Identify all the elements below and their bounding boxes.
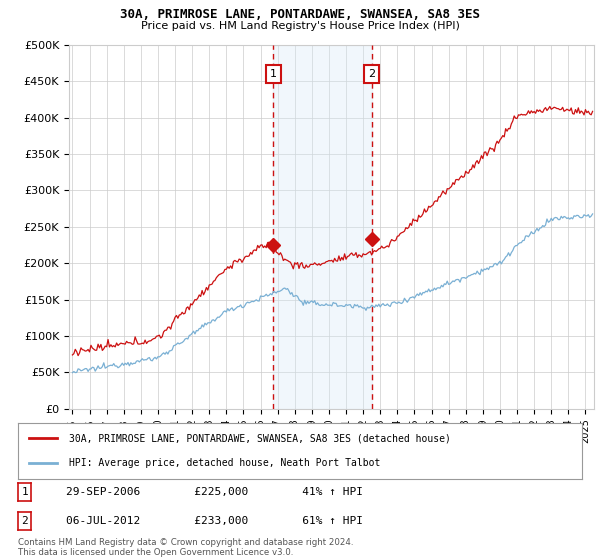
Text: Contains HM Land Registry data © Crown copyright and database right 2024.
This d: Contains HM Land Registry data © Crown c…: [18, 538, 353, 557]
Text: Price paid vs. HM Land Registry's House Price Index (HPI): Price paid vs. HM Land Registry's House …: [140, 21, 460, 31]
Text: 30A, PRIMROSE LANE, PONTARDAWE, SWANSEA, SA8 3ES (detached house): 30A, PRIMROSE LANE, PONTARDAWE, SWANSEA,…: [69, 433, 451, 444]
Text: 2: 2: [21, 516, 28, 526]
Text: 29-SEP-2006        £225,000        41% ↑ HPI: 29-SEP-2006 £225,000 41% ↑ HPI: [39, 487, 363, 497]
Bar: [274, 45, 371, 409]
Text: HPI: Average price, detached house, Neath Port Talbot: HPI: Average price, detached house, Neat…: [69, 458, 380, 468]
Text: 06-JUL-2012        £233,000        61% ↑ HPI: 06-JUL-2012 £233,000 61% ↑ HPI: [39, 516, 363, 526]
Text: 30A, PRIMROSE LANE, PONTARDAWE, SWANSEA, SA8 3ES: 30A, PRIMROSE LANE, PONTARDAWE, SWANSEA,…: [120, 8, 480, 21]
Text: 2: 2: [368, 69, 375, 79]
Text: 1: 1: [270, 69, 277, 79]
Text: 1: 1: [21, 487, 28, 497]
